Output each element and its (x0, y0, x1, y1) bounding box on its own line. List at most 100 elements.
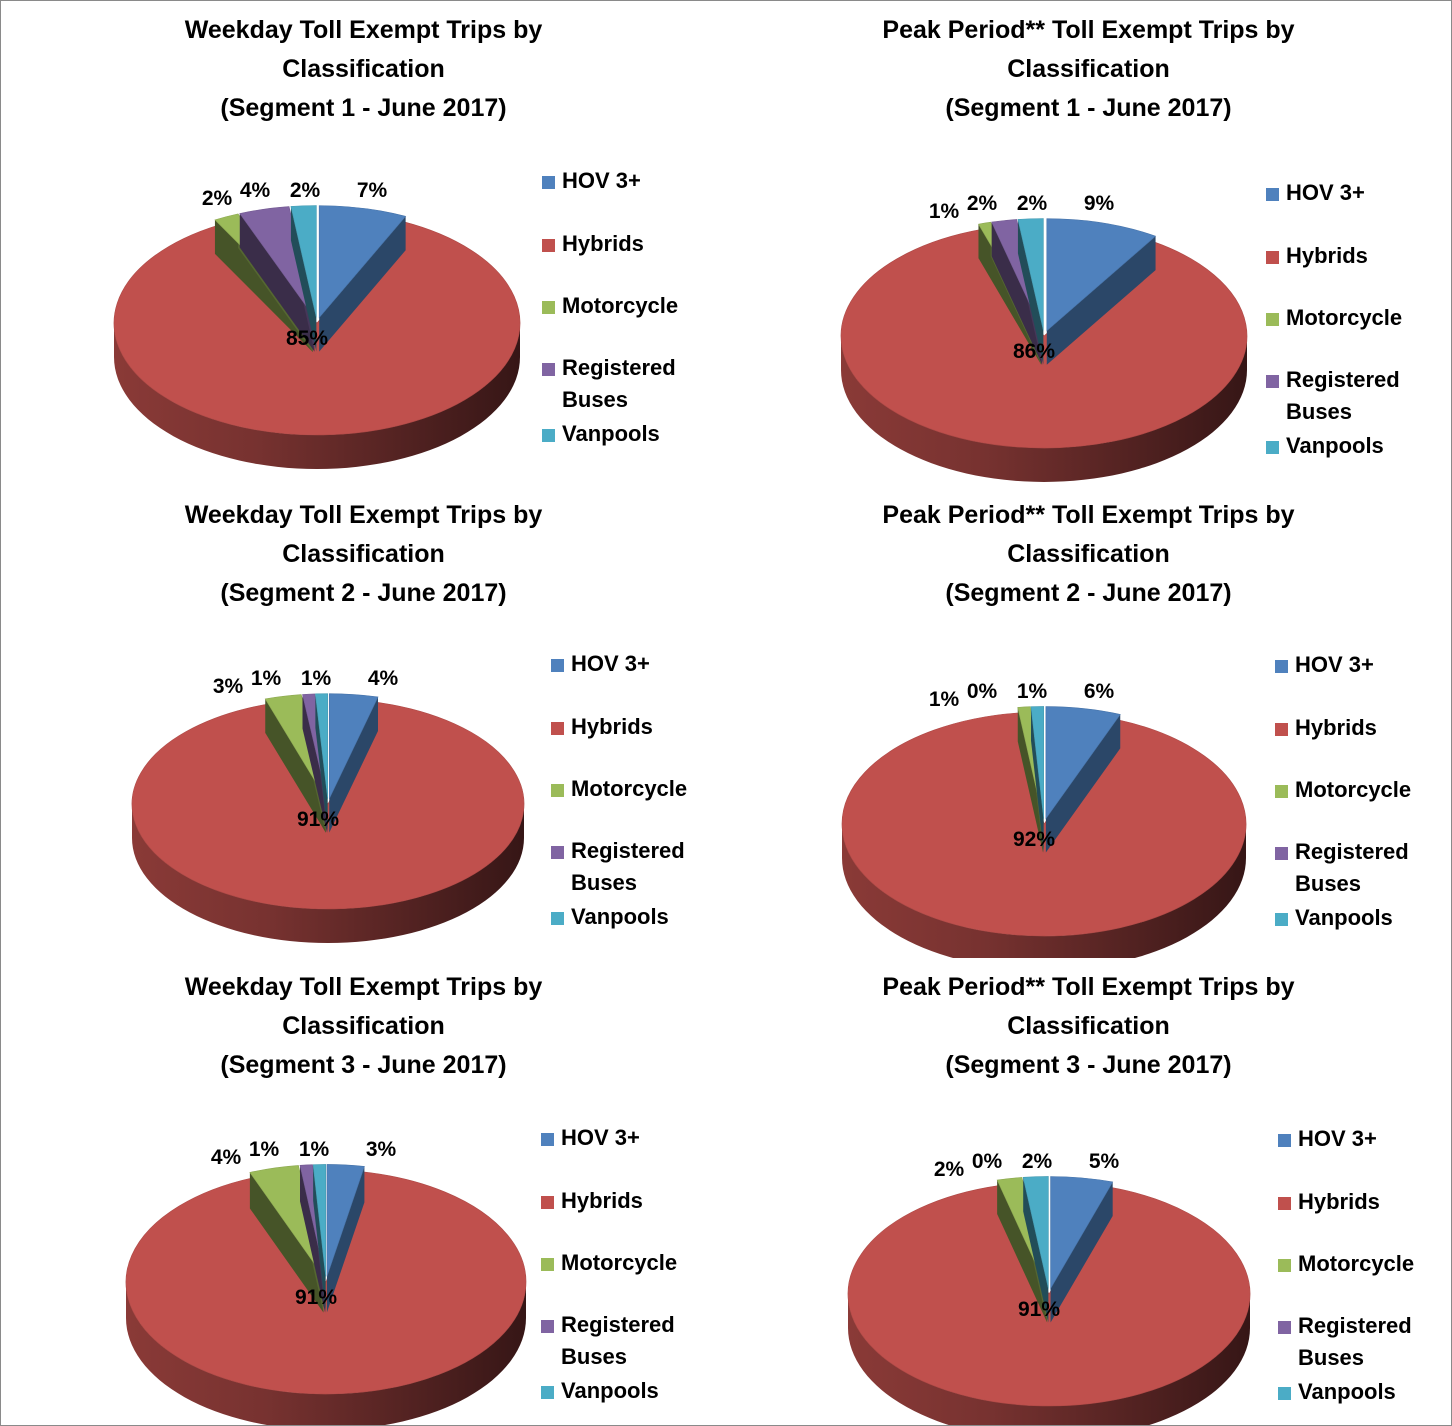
legend-swatch (1275, 723, 1288, 736)
legend-label: Hybrids (1298, 1189, 1380, 1214)
pie-slice-hov-3 (1046, 218, 1157, 365)
legend-swatch (1275, 660, 1288, 673)
data-label: 2% (1022, 1150, 1053, 1173)
data-label: 9% (1084, 192, 1115, 215)
data-label: 3% (213, 675, 244, 698)
legend-swatch (1278, 1321, 1291, 1334)
data-label: 1% (251, 667, 282, 690)
legend-swatch (541, 1386, 554, 1399)
legend-swatch (1275, 785, 1288, 798)
legend-label: Motorcycle (571, 776, 688, 801)
legend-swatch (1278, 1259, 1291, 1272)
legend-label: Hybrids (561, 1188, 643, 1213)
chart-title: Peak Period** Toll Exempt Trips by Classi… (726, 968, 1451, 1085)
chart-panel: Weekday Toll Exempt Trips by Classificati… (0, 486, 727, 959)
legend-label: HOV 3+ (571, 651, 650, 676)
data-label: 4% (240, 179, 271, 202)
pie-chart: 5% 91% 2% 0% 2% (847, 1150, 1251, 1425)
chart-panel: Weekday Toll Exempt Trips by Classificati… (0, 0, 727, 487)
legend-swatch (541, 1196, 554, 1209)
data-label: 5% (1089, 1150, 1120, 1173)
legend-swatch (551, 784, 564, 797)
data-label: 1% (1017, 680, 1048, 703)
legend-swatch (551, 912, 564, 925)
pie-chart: 6% 92% 1% 0% 1% (841, 680, 1247, 958)
legend-swatch (551, 722, 564, 735)
data-label: 2% (290, 179, 321, 202)
chart-title-line: Classification (1007, 55, 1170, 83)
legend-label: HOV 3+ (1298, 1126, 1377, 1151)
chart-panel: Peak Period** Toll Exempt Trips by Classi… (726, 958, 1452, 1426)
pie-slice-vanpools (1030, 706, 1044, 853)
data-label: 7% (357, 179, 388, 202)
data-label: 91% (295, 1286, 337, 1309)
pie-slice-hov-3 (328, 693, 379, 833)
data-label: 1% (301, 667, 332, 690)
legend-label: Registered Buses (562, 355, 676, 412)
chart-title: Weekday Toll Exempt Trips by Classificati… (1, 968, 726, 1085)
chart-panel: Peak Period** Toll Exempt Trips by Classi… (726, 486, 1452, 959)
legend-label: Motorcycle (1298, 1251, 1415, 1276)
legend-label: Vanpools (561, 1378, 659, 1403)
legend-swatch (541, 1320, 554, 1333)
chart-panel: Peak Period** Toll Exempt Trips by Classi… (726, 0, 1452, 487)
chart-title: Peak Period** Toll Exempt Trips by Classi… (726, 11, 1451, 128)
pie-chart: 9% 86% 1% 2% 2% (840, 192, 1248, 482)
data-label: 1% (929, 200, 960, 223)
legend-swatch (551, 846, 564, 859)
legend-swatch (542, 239, 555, 252)
chart-title: Weekday Toll Exempt Trips by Classificati… (1, 496, 726, 613)
pie-slice-vanpools (290, 205, 317, 352)
chart-title-line: Peak Period** Toll Exempt Trips by (882, 501, 1295, 529)
pie-slice-hybrids (841, 712, 1247, 958)
data-label: 91% (1018, 1298, 1060, 1321)
pie-slice-hov-3 (318, 205, 407, 352)
legend-swatch (542, 301, 555, 314)
data-label: 2% (202, 187, 233, 210)
legend-label: Vanpools (1298, 1379, 1396, 1404)
data-label: 6% (1084, 680, 1115, 703)
chart-title-line: Peak Period** Toll Exempt Trips by (882, 973, 1295, 1001)
legend-swatch (542, 363, 555, 376)
data-label: 1% (249, 1138, 280, 1161)
data-label: 85% (286, 327, 328, 350)
legend-swatch (542, 429, 555, 442)
chart-title-line: Peak Period** Toll Exempt Trips by (882, 16, 1295, 44)
legend-label: HOV 3+ (561, 1125, 640, 1150)
data-label: 2% (934, 1158, 965, 1181)
chart-title-line: (Segment 2 - June 2017) (220, 579, 507, 607)
data-label: 0% (967, 680, 998, 703)
data-label: 1% (929, 688, 960, 711)
pie-slice-vanpools (312, 1164, 326, 1313)
data-label: 91% (297, 808, 339, 831)
legend-label: Motorcycle (1286, 305, 1403, 330)
pie-chart: 3% 91% 4% 1% 1% (125, 1138, 527, 1425)
chart-title-line: Classification (282, 1012, 445, 1040)
data-label: 4% (211, 1146, 242, 1169)
legend-label: Registered Buses (1286, 367, 1400, 424)
chart-title-line: (Segment 3 - June 2017) (220, 1051, 507, 1079)
data-label: 92% (1013, 828, 1055, 851)
legend-label: Vanpools (1286, 433, 1384, 458)
data-label: 4% (368, 667, 399, 690)
data-label: 86% (1013, 340, 1055, 363)
legend-swatch (1266, 251, 1279, 264)
legend-label: Hybrids (562, 231, 644, 256)
legend-label: Registered Buses (571, 838, 685, 895)
pie-slice-hov-3 (326, 1164, 365, 1313)
pie-slice-hov-3 (1045, 706, 1121, 853)
chart-title-line: Classification (282, 55, 445, 83)
data-label: 1% (299, 1138, 330, 1161)
legend-label: Vanpools (1295, 905, 1393, 930)
legend-swatch (542, 176, 555, 189)
chart-title-line: Classification (282, 540, 445, 568)
chart-title-line: (Segment 1 - June 2017) (945, 94, 1232, 122)
chart-title: Peak Period** Toll Exempt Trips by Classi… (726, 496, 1451, 613)
chart-title-line: Classification (1007, 540, 1170, 568)
data-label: 0% (972, 1150, 1003, 1173)
chart-title-line: Weekday Toll Exempt Trips by (184, 973, 543, 1001)
pie-slice-vanpools (1022, 1176, 1049, 1323)
legend-label: HOV 3+ (1295, 652, 1374, 677)
legend-label: Registered Buses (1295, 839, 1409, 896)
